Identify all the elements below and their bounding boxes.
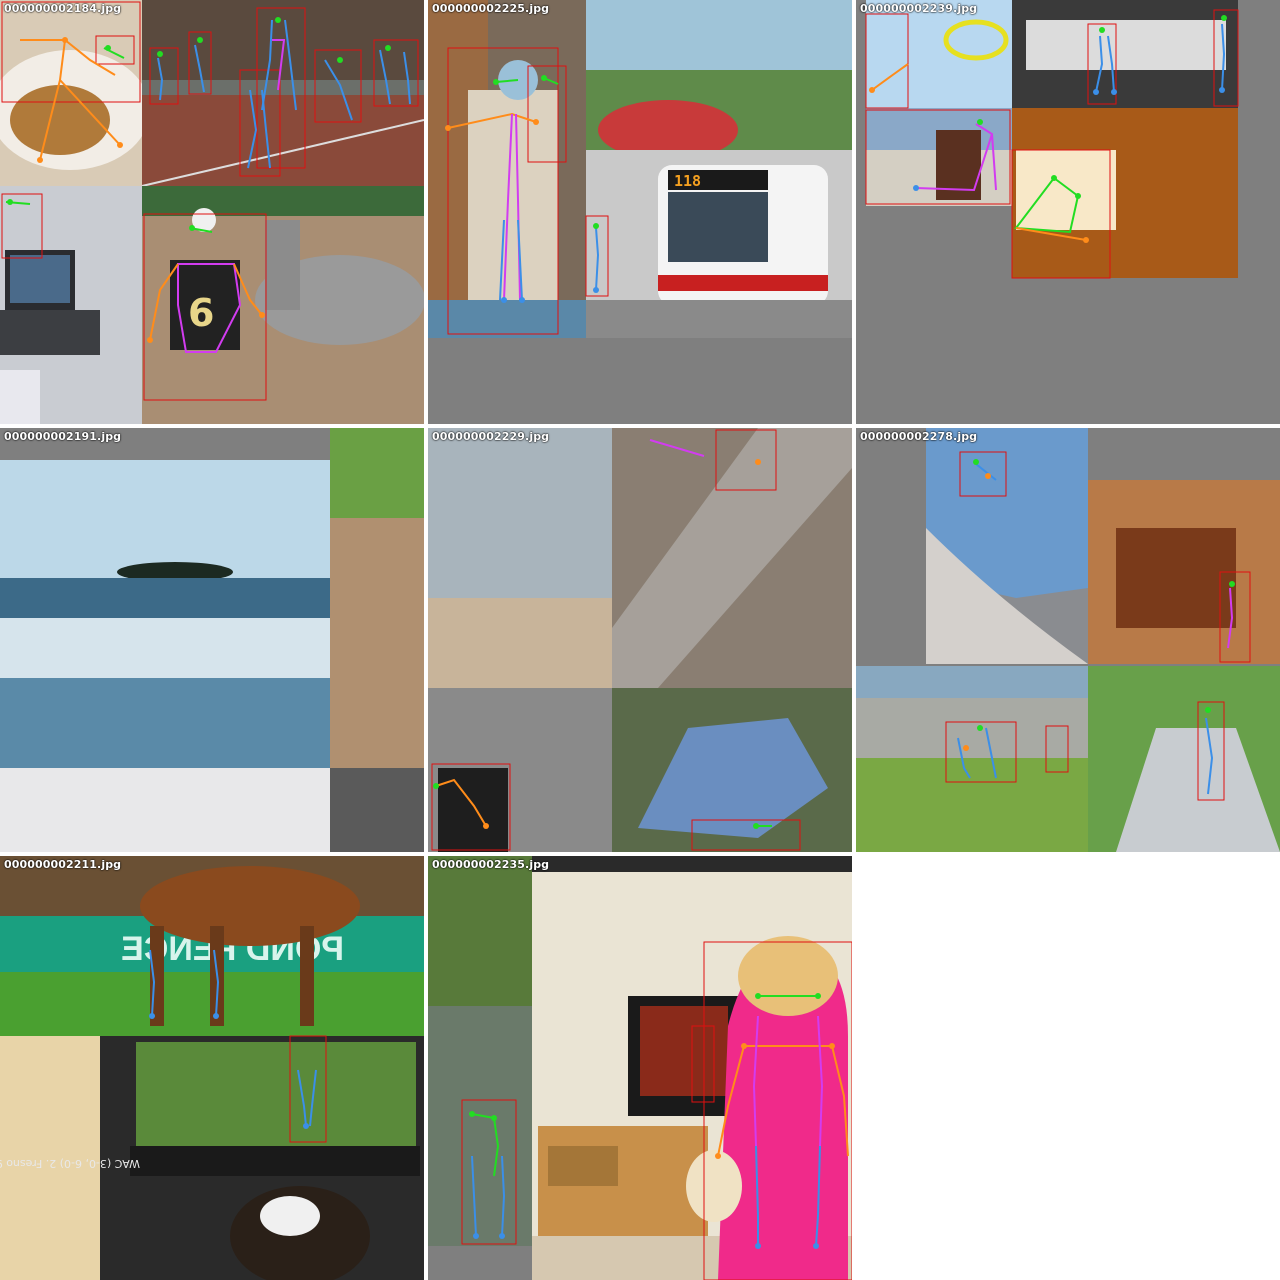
panel-6-image <box>856 428 1280 852</box>
mosaic-panel-2: 118 000000002225.jpg <box>428 0 852 424</box>
panel-6-filename: 000000002278.jpg <box>860 430 978 443</box>
panel-8-image <box>428 856 852 1280</box>
panel-4-filename: 000000002191.jpg <box>4 430 122 443</box>
panel-1-filename: 000000002184.jpg <box>4 2 122 15</box>
mosaic-panel-6: 000000002278.jpg <box>856 428 1280 852</box>
mosaic-panel-8: 000000002235.jpg <box>428 856 852 1280</box>
mosaic-panel-1: 6 000000002184.jpg <box>0 0 424 424</box>
mosaic-panel-4: 000000002191.jpg <box>0 428 424 852</box>
panel-7-filename: 000000002211.jpg <box>4 858 122 871</box>
panel-2-filename: 000000002225.jpg <box>432 2 550 15</box>
panel-3-filename: 000000002239.jpg <box>860 2 978 15</box>
jersey-number: 6 <box>188 291 214 335</box>
panel-8-filename: 000000002235.jpg <box>432 858 550 871</box>
panel-5-image <box>428 428 852 852</box>
bus-route-sign: 118 <box>674 172 701 190</box>
mosaic-panel-5: 000000002229.jpg <box>428 428 852 852</box>
panel-1-image: 6 <box>0 0 424 424</box>
panel-7-image: POND FENCE WAC (3-0, 6-0) 2. Fresno 9- 2… <box>0 856 424 1280</box>
panel-4-image <box>0 428 424 852</box>
mosaic-panel-3: 000000002239.jpg <box>856 0 1280 424</box>
ticker-text: WAC (3-0, 6-0) 2. Fresno 9- 2-0, 3-2) 3.… <box>0 1157 140 1170</box>
mosaic-panel-7: POND FENCE WAC (3-0, 6-0) 2. Fresno 9- 2… <box>0 856 424 1280</box>
panel-3-image <box>865 0 1239 279</box>
panel-2-image: 118 <box>428 0 852 424</box>
panel-5-filename: 000000002229.jpg <box>432 430 550 443</box>
mosaic-panel-empty <box>856 856 1280 1280</box>
